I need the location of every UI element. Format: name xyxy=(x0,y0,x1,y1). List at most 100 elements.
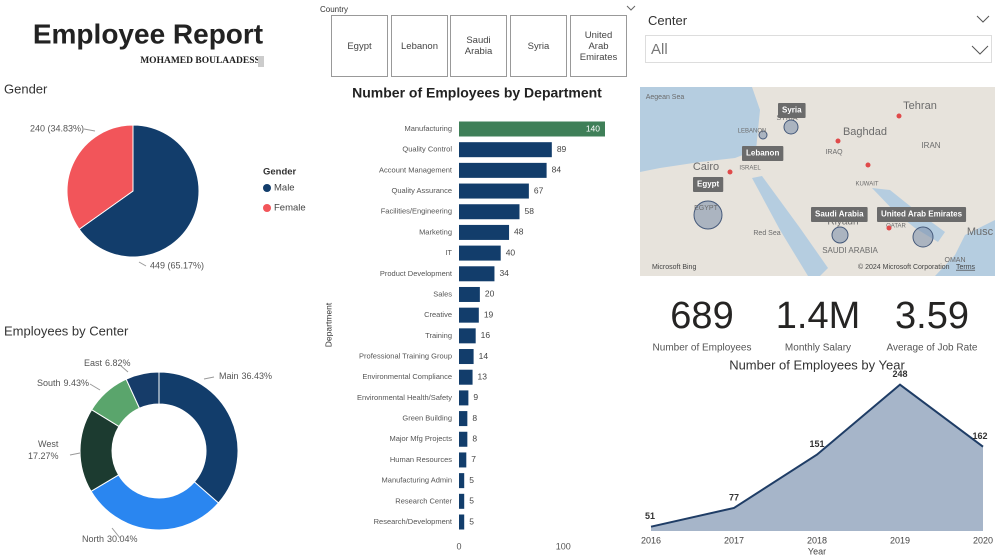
slice xyxy=(90,474,220,531)
map-place: IRAN xyxy=(921,141,940,150)
kpi-label: Number of Employees xyxy=(653,343,752,354)
map-place: Baghdad xyxy=(843,126,887,138)
slicer-option[interactable]: Egypt xyxy=(331,15,388,77)
map-copyright: © 2024 Microsoft Corporation xyxy=(858,263,950,271)
map-place: Cairo xyxy=(693,161,719,173)
legend-marker xyxy=(263,184,271,192)
data-label: 162 xyxy=(972,431,987,441)
data-label: 5 xyxy=(469,496,474,506)
y-tick-label: Training xyxy=(425,331,452,340)
slicer-label: Country xyxy=(320,5,349,14)
label-category: Main xyxy=(219,371,239,381)
kpi-value: 689 xyxy=(670,295,733,337)
report-title: Employee Report xyxy=(33,18,263,49)
map-bubble-label: Egypt xyxy=(697,180,720,189)
y-axis-title: Department xyxy=(323,302,333,347)
map-place: Riyadh xyxy=(827,217,858,228)
leader xyxy=(69,452,81,456)
chevron[interactable] xyxy=(626,5,636,13)
chart-title: Gender xyxy=(4,81,48,96)
y-tick-label: Manufacturing Admin xyxy=(382,476,452,485)
data-label: 8 xyxy=(472,413,477,423)
chart-title: Number of Employees by Year xyxy=(729,357,905,372)
map-label-box xyxy=(877,207,967,222)
slice xyxy=(158,371,239,504)
map-place: OMAN xyxy=(945,257,966,264)
dropdown[interactable]: All xyxy=(645,35,992,63)
map-city-dot xyxy=(835,138,841,144)
map-place: Red Sea xyxy=(753,230,780,237)
data-label: 449 (65.17%) xyxy=(150,260,204,270)
leader xyxy=(138,261,147,267)
cursor-mark xyxy=(258,56,264,67)
x-tick-label: 2016 xyxy=(641,535,661,545)
chevron xyxy=(971,45,989,55)
label-value: 36.43% xyxy=(242,371,273,381)
bar xyxy=(459,224,510,240)
data-label: 5 xyxy=(469,475,474,485)
map-bubble xyxy=(831,226,849,244)
data-label: 51 xyxy=(645,511,655,521)
leader xyxy=(89,383,101,391)
y-tick-label: Major Mfg Projects xyxy=(389,434,452,443)
data-label: West 17.27% xyxy=(28,439,59,461)
y-tick-label: Quality Assurance xyxy=(392,186,452,195)
y-tick-label: Professional Training Group xyxy=(359,352,452,361)
map-terms[interactable]: Terms xyxy=(956,264,976,271)
bar xyxy=(459,493,465,509)
y-tick-label: Green Building xyxy=(402,414,452,423)
data-label: 8 xyxy=(472,434,477,444)
label-category: North xyxy=(82,534,104,544)
legend-marker xyxy=(263,204,271,212)
data-label: 14 xyxy=(479,351,489,361)
bar xyxy=(459,204,520,220)
bar xyxy=(459,307,479,323)
y-tick-label: Product Development xyxy=(380,269,453,278)
map-attribution: Microsoft Bing xyxy=(652,264,696,271)
map-bubble-label: Lebanon xyxy=(746,149,779,158)
map-place: LEBANON xyxy=(738,129,767,135)
map-city-dot xyxy=(727,169,733,175)
data-label: North 30.04% xyxy=(82,534,138,544)
map-bubble-label: Syria xyxy=(782,106,802,115)
leader xyxy=(111,527,121,539)
y-tick-label: Marketing xyxy=(419,227,452,236)
kpi-label: Monthly Salary xyxy=(785,343,851,354)
data-label: 13 xyxy=(478,371,488,381)
x-tick-label: 0 xyxy=(456,541,461,551)
leader xyxy=(203,376,215,380)
label-category: East xyxy=(84,358,103,368)
map-place: SYRIA xyxy=(776,115,797,122)
slice xyxy=(78,124,200,258)
bar xyxy=(459,514,465,530)
y-tick-label: IT xyxy=(445,248,452,257)
slicer-option[interactable]: Syria xyxy=(510,15,567,77)
map-sea xyxy=(640,87,760,172)
slicer-option[interactable]: Lebanon xyxy=(391,15,448,77)
chart-title: Number of Employees by Department xyxy=(352,85,602,101)
slicer-option[interactable]: United Arab Emirates xyxy=(570,15,627,77)
label-value: 6.82% xyxy=(105,358,131,368)
slicer-option[interactable]: Saudi Arabia xyxy=(450,15,507,77)
map-place: EGYPT xyxy=(694,205,718,212)
leader xyxy=(83,128,96,132)
map-place: QATAR xyxy=(886,224,906,230)
map-place: IRAQ xyxy=(825,149,843,156)
bar xyxy=(459,452,467,468)
bar xyxy=(459,369,473,385)
label-value: 9.43% xyxy=(64,378,90,388)
data-label: 84 xyxy=(552,165,562,175)
bar xyxy=(459,473,465,489)
map-city-dot xyxy=(886,225,892,231)
chevron[interactable] xyxy=(976,14,990,24)
map-bubble xyxy=(693,200,723,230)
map-label-box xyxy=(693,177,724,192)
author: MOHAMED BOULAADESS xyxy=(140,56,260,66)
data-label: East 6.82% xyxy=(84,358,131,368)
y-tick-label: Environmental Health/Safety xyxy=(357,393,452,402)
data-label: 77 xyxy=(729,492,739,502)
x-tick-label: 100 xyxy=(556,541,571,551)
bar xyxy=(459,162,547,178)
chart-title: Employees by Center xyxy=(4,323,129,338)
